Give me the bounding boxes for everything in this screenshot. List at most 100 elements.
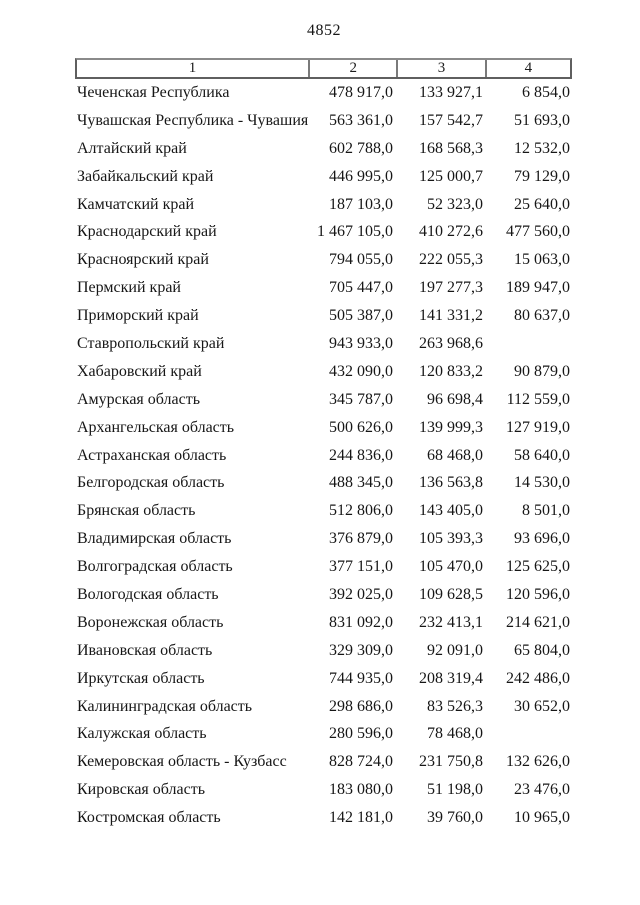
value-cell-col4: 125 625,0 — [506, 558, 570, 576]
table-row: Пермский край 705 447,0 197 277,3 189 947,0 — [75, 274, 572, 302]
value-cell-col3: 120 833,2 — [419, 362, 483, 380]
value-cell-col4: 132 626,0 — [506, 753, 570, 771]
value-cell-col2: 1 467 105,0 — [317, 223, 393, 241]
value-cell-col2: 831 092,0 — [329, 613, 393, 631]
region-name-cell: Ивановская область — [77, 641, 213, 659]
region-name-cell: Чеченская Республика — [77, 84, 230, 101]
value-cell-col4: 127 919,0 — [506, 418, 570, 436]
value-cell-col2: 142 181,0 — [329, 809, 393, 827]
value-cell-col4: 120 596,0 — [506, 586, 570, 604]
table-row: Белгородская область 488 345,0 136 563,8 14… — [75, 469, 572, 497]
page-number: 4852 — [307, 22, 341, 39]
value-cell-col4: 12 532,0 — [514, 139, 570, 157]
value-cell-col4: 93 696,0 — [514, 530, 570, 548]
header-cell-4: 4 — [484, 60, 570, 77]
value-cell-col2: 478 917,0 — [329, 84, 393, 101]
table-row: Чеченская Республика 478 917,0 133 927,1 6 … — [75, 79, 572, 107]
value-cell-col3: 143 405,0 — [419, 502, 483, 520]
table-row: Хабаровский край 432 090,0 120 833,2 90 879… — [75, 358, 572, 386]
region-name-cell: Чувашская Республика - Чувашия — [77, 111, 309, 129]
table-row: Калужская область 280 596,0 78 468,0 — [75, 720, 572, 748]
value-cell-col2: 446 995,0 — [329, 167, 393, 185]
table-row: Чувашская Республика - Чувашия 563 361,0 1… — [75, 107, 572, 135]
table-row: Красноярский край 794 055,0 222 055,3 15 06… — [75, 246, 572, 274]
region-name-cell: Приморский край — [77, 307, 199, 325]
value-cell-col3: 92 091,0 — [427, 641, 483, 659]
table-row: Брянская область 512 806,0 143 405,0 8 501,… — [75, 497, 572, 525]
region-name-cell: Брянская область — [77, 502, 196, 520]
value-cell-col3: 168 568,3 — [419, 139, 483, 157]
table-row: Волгоградская область 377 151,0 105 470,0 1… — [75, 553, 572, 581]
value-cell-col3: 141 331,2 — [419, 307, 483, 325]
value-cell-col2: 563 361,0 — [329, 111, 393, 129]
table-row: Алтайский край 602 788,0 168 568,3 12 532,0 — [75, 135, 572, 163]
value-cell-col2: 602 788,0 — [329, 139, 393, 157]
value-cell-col3: 109 628,5 — [419, 586, 483, 604]
value-cell-col2: 345 787,0 — [329, 390, 393, 408]
value-cell-col4: 25 640,0 — [514, 195, 570, 213]
value-cell-col3: 136 563,8 — [419, 474, 483, 492]
region-name-cell: Ставропольский край — [77, 335, 225, 353]
value-cell-col2: 828 724,0 — [329, 753, 393, 771]
region-name-cell: Кировская область — [77, 781, 206, 799]
region-name-cell: Архангельская область — [77, 418, 235, 436]
table-row: Приморский край 505 387,0 141 331,2 80 637,… — [75, 302, 572, 330]
region-name-cell: Амурская область — [77, 390, 200, 408]
table-row: Ивановская область 329 309,0 92 091,0 65 80… — [75, 637, 572, 665]
value-cell-col3: 83 526,3 — [427, 697, 483, 715]
region-name-cell: Пермский край — [77, 279, 181, 297]
value-cell-col3: 105 393,3 — [419, 530, 483, 548]
table-row: Амурская область 345 787,0 96 698,4 112 559… — [75, 386, 572, 414]
value-cell-col4: 14 530,0 — [514, 474, 570, 492]
header-cell-3: 3 — [396, 60, 484, 77]
value-cell-col2: 512 806,0 — [329, 502, 393, 520]
region-name-cell: Владимирская область — [77, 530, 232, 548]
value-cell-col3: 232 413,1 — [419, 613, 483, 631]
region-name-cell: Воронежская область — [77, 613, 224, 631]
value-cell-col2: 187 103,0 — [329, 195, 393, 213]
value-cell-col3: 222 055,3 — [419, 251, 483, 269]
region-name-cell: Алтайский край — [77, 139, 187, 157]
region-name-cell: Вологодская область — [77, 586, 219, 604]
value-cell-col3: 78 468,0 — [427, 725, 483, 743]
value-cell-col4: 477 560,0 — [506, 223, 570, 241]
region-name-cell: Белгородская область — [77, 474, 225, 492]
value-cell-col3: 410 272,6 — [419, 223, 483, 241]
region-name-cell: Кемеровская область - Кузбасс — [77, 753, 287, 771]
value-cell-col2: 183 080,0 — [329, 781, 393, 799]
region-name-cell: Краснодарский край — [77, 223, 217, 241]
value-cell-col4: 65 804,0 — [514, 641, 570, 659]
table-row: Владимирская область 376 879,0 105 393,3 93… — [75, 525, 572, 553]
region-name-cell: Астраханская область — [77, 446, 227, 464]
value-cell-col2: 943 933,0 — [329, 335, 393, 353]
table-row: Иркутская область 744 935,0 208 319,4 242 4… — [75, 665, 572, 693]
region-name-cell: Красноярский край — [77, 251, 209, 269]
value-cell-col2: 376 879,0 — [329, 530, 393, 548]
value-cell-col3: 133 927,1 — [419, 84, 483, 101]
value-cell-col3: 52 323,0 — [427, 195, 483, 213]
table-row: Калининградская область 298 686,0 83 526,3… — [75, 693, 572, 721]
region-name-cell: Волгоградская область — [77, 558, 233, 576]
value-cell-col4: 58 640,0 — [514, 446, 570, 464]
value-cell-col3: 231 750,8 — [419, 753, 483, 771]
value-cell-col4: 15 063,0 — [514, 251, 570, 269]
value-cell-col3: 197 277,3 — [419, 279, 483, 297]
value-cell-col3: 68 468,0 — [427, 446, 483, 464]
value-cell-col4: 51 693,0 — [514, 111, 570, 129]
value-cell-col4: 79 129,0 — [514, 167, 570, 185]
value-cell-col2: 705 447,0 — [329, 279, 393, 297]
value-cell-col2: 505 387,0 — [329, 307, 393, 325]
table-row: Забайкальский край 446 995,0 125 000,7 79 1… — [75, 163, 572, 191]
value-cell-col4: 23 476,0 — [514, 781, 570, 799]
value-cell-col4: 90 879,0 — [514, 362, 570, 380]
value-cell-col4: 6 854,0 — [522, 84, 570, 101]
value-cell-col2: 432 090,0 — [329, 362, 393, 380]
table-row: Астраханская область 244 836,0 68 468,0 58 … — [75, 442, 572, 470]
value-cell-col3: 263 968,6 — [419, 335, 483, 353]
region-name-cell: Костромская область — [77, 809, 221, 827]
region-name-cell: Камчатский край — [77, 195, 195, 213]
header-cell-1: 1 — [188, 60, 197, 76]
table-row: Ставропольский край 943 933,0 263 968,6 — [75, 330, 572, 358]
